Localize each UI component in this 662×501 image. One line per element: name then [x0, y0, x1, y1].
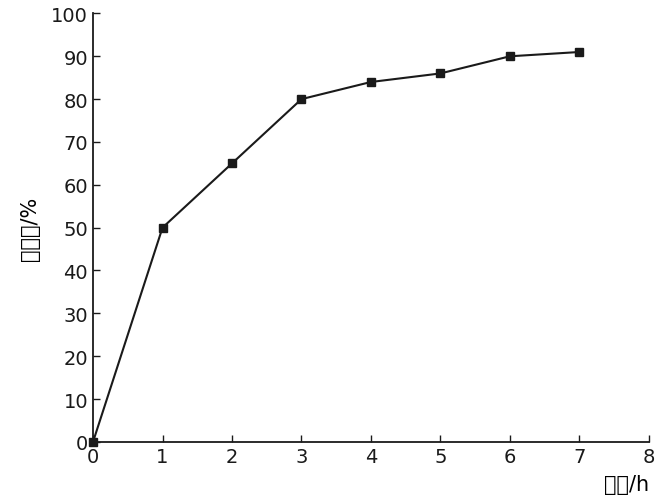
X-axis label: 时间/h: 时间/h — [604, 474, 649, 494]
Y-axis label: 降粘率/%: 降粘率/% — [20, 196, 40, 260]
